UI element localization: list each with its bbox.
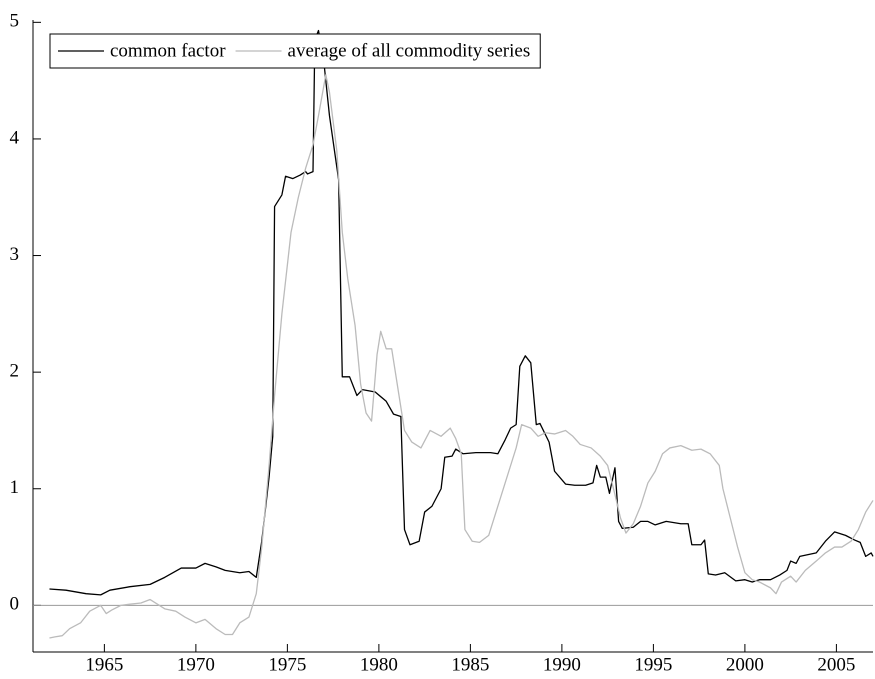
series-line [49,29,874,596]
x-tick-label: 1970 [177,654,215,675]
y-tick-label: 4 [10,127,20,148]
x-tick-label: 1990 [543,654,581,675]
y-tick-label: 2 [10,361,20,382]
legend-label: common factor [110,40,226,61]
x-tick-label: 1995 [634,654,672,675]
y-tick-label: 1 [10,477,20,498]
series-line [49,74,874,639]
x-tick-label: 1975 [268,654,306,675]
x-tick-label: 1980 [360,654,398,675]
x-tick-label: 2000 [726,654,764,675]
y-tick-label: 3 [10,244,20,265]
y-tick-label: 5 [10,11,20,32]
x-tick-label: 1985 [451,654,489,675]
x-tick-label: 1965 [85,654,123,675]
legend-box [49,33,541,69]
y-tick-label: 0 [10,594,20,615]
x-tick-label: 2005 [817,654,855,675]
legend-label: average of all commodity series [288,40,531,61]
